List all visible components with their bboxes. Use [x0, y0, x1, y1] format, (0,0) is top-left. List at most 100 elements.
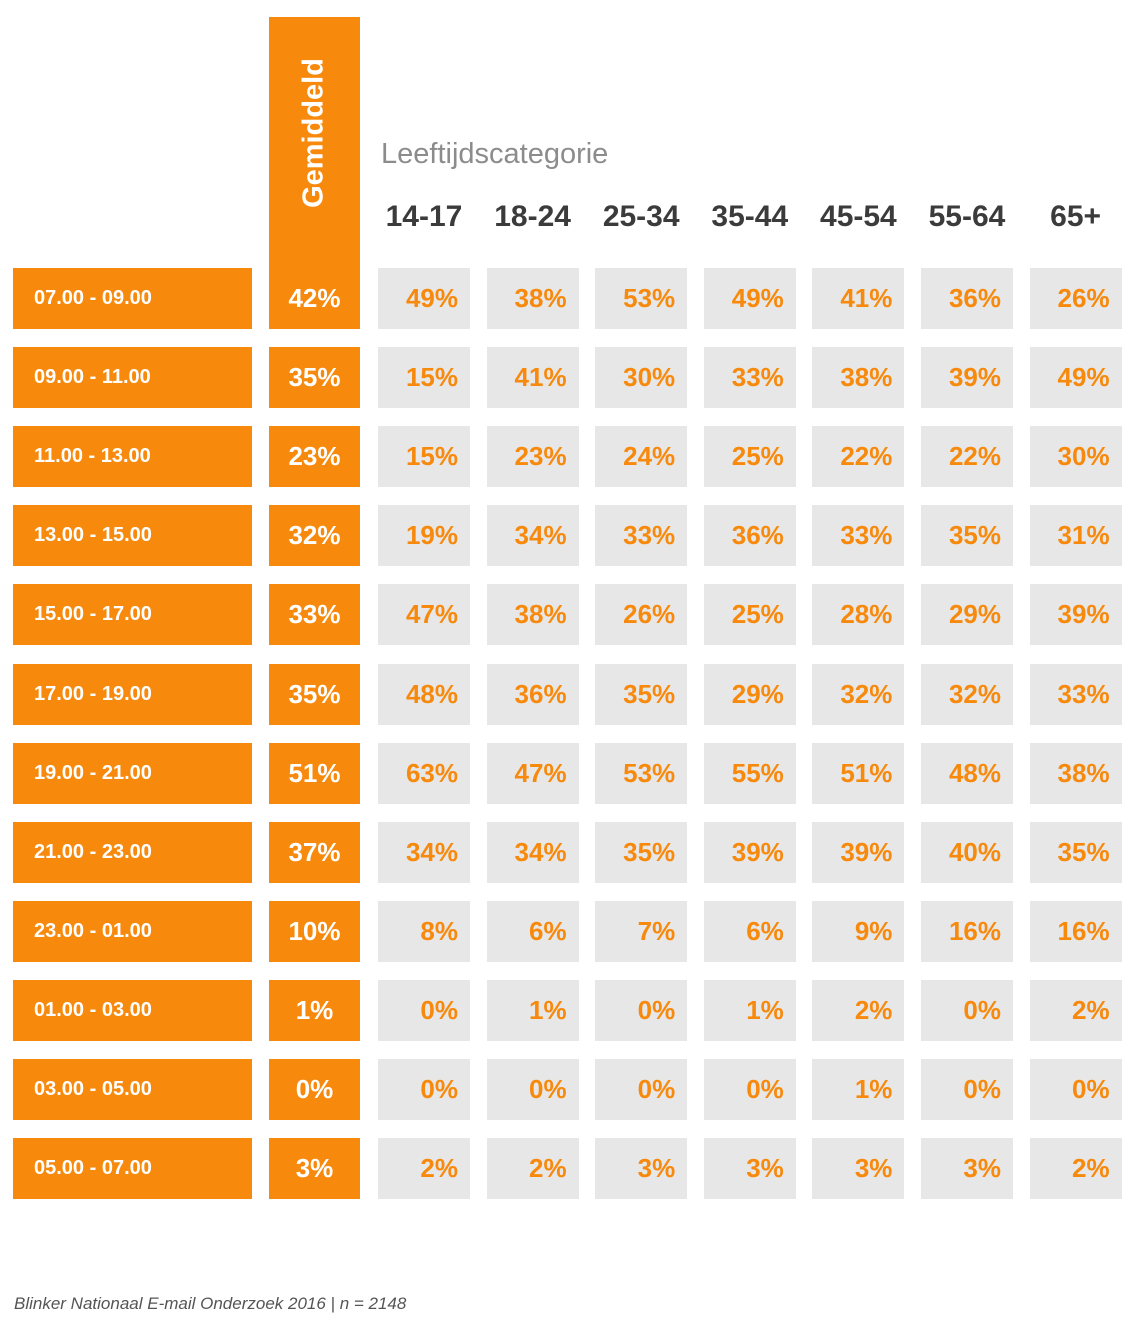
average-cell-9: 1%: [269, 979, 360, 1041]
row-label-8: 23.00 - 01.00: [13, 900, 252, 962]
data-cell-0-5: 36%: [921, 268, 1013, 329]
data-cell-4-1: 38%: [486, 584, 579, 646]
data-cell-2-1: 23%: [486, 426, 579, 488]
row-label-7: 21.00 - 23.00: [13, 821, 252, 883]
age-group-label: Leeftijdscategorie: [381, 138, 609, 170]
source-note: Blinker Nationaal E-mail Onderzoek 2016 …: [14, 1294, 407, 1313]
data-cell-10-5: 0%: [921, 1059, 1013, 1120]
data-cell-11-1: 2%: [486, 1138, 579, 1200]
row-label-9: 01.00 - 03.00: [13, 979, 252, 1041]
average-cell-6: 51%: [269, 742, 360, 804]
data-cell-11-6: 2%: [1029, 1138, 1122, 1200]
average-cell-7: 37%: [269, 821, 360, 883]
column-header-3: 35-44: [711, 200, 789, 233]
data-cell-5-2: 35%: [595, 663, 688, 725]
average-cell-3: 32%: [269, 505, 360, 567]
data-cell-9-4: 2%: [812, 979, 905, 1041]
data-cell-7-5: 40%: [921, 821, 1013, 883]
data-cell-0-1: 38%: [486, 268, 579, 329]
data-cell-3-4: 33%: [812, 505, 905, 567]
data-cell-11-3: 3%: [703, 1138, 796, 1200]
average-cell-2: 23%: [269, 426, 360, 488]
data-cell-0-4: 41%: [812, 268, 905, 329]
data-cell-9-0: 0%: [378, 979, 470, 1041]
data-cell-5-6: 33%: [1029, 663, 1122, 725]
row-label-11: 05.00 - 07.00: [13, 1138, 252, 1200]
row-label-6: 19.00 - 21.00: [13, 742, 252, 804]
data-cell-10-0: 0%: [378, 1059, 470, 1120]
data-cell-6-5: 48%: [921, 742, 1013, 804]
data-cell-9-1: 1%: [486, 979, 579, 1041]
row-label-2: 11.00 - 13.00: [13, 426, 252, 488]
data-cell-8-1: 6%: [486, 900, 579, 962]
data-cell-5-5: 32%: [921, 663, 1013, 725]
data-cell-7-4: 39%: [812, 821, 905, 883]
row-label-5: 17.00 - 19.00: [13, 663, 252, 725]
data-cell-0-3: 49%: [703, 268, 796, 329]
data-cell-8-5: 16%: [921, 900, 1013, 962]
data-cell-1-4: 38%: [812, 347, 905, 409]
data-cell-6-4: 51%: [812, 742, 905, 804]
row-label-3: 13.00 - 15.00: [13, 505, 252, 567]
data-cell-6-3: 55%: [703, 742, 796, 804]
data-cell-2-5: 22%: [921, 426, 1013, 488]
average-cell-11: 3%: [269, 1138, 360, 1200]
data-cell-1-5: 39%: [921, 347, 1013, 409]
row-label-10: 03.00 - 05.00: [13, 1059, 252, 1120]
row-label-1: 09.00 - 11.00: [13, 347, 252, 409]
data-cell-4-4: 28%: [812, 584, 905, 646]
data-cell-10-4: 1%: [812, 1059, 905, 1120]
data-cell-11-5: 3%: [921, 1138, 1013, 1200]
data-cell-9-6: 2%: [1029, 979, 1122, 1041]
data-cell-4-6: 39%: [1029, 584, 1122, 646]
data-cell-2-6: 30%: [1029, 426, 1122, 488]
data-cell-5-3: 29%: [703, 663, 796, 725]
column-header-6: 65+: [1050, 200, 1102, 233]
average-cell-10: 0%: [269, 1059, 360, 1120]
data-cell-5-4: 32%: [812, 663, 905, 725]
data-cell-3-0: 19%: [378, 505, 470, 567]
data-cell-10-3: 0%: [703, 1059, 796, 1120]
data-cell-5-1: 36%: [486, 663, 579, 725]
data-cell-2-3: 25%: [703, 426, 796, 488]
row-label-4: 15.00 - 17.00: [13, 584, 252, 646]
column-header-0: 14-17: [385, 200, 463, 233]
data-cell-7-0: 34%: [378, 821, 470, 883]
data-cell-8-2: 7%: [595, 900, 688, 962]
data-cell-11-0: 2%: [378, 1138, 470, 1200]
data-cell-6-2: 53%: [595, 742, 688, 804]
data-cell-11-2: 3%: [595, 1138, 688, 1200]
average-cell-5: 35%: [269, 663, 360, 725]
column-header-1: 18-24: [494, 200, 571, 233]
data-cell-4-0: 47%: [378, 584, 470, 646]
average-column-header: [269, 17, 360, 268]
data-cell-3-5: 35%: [921, 505, 1013, 567]
data-cell-8-4: 9%: [812, 900, 905, 962]
data-cell-1-0: 15%: [378, 347, 470, 409]
data-cell-9-5: 0%: [921, 979, 1013, 1041]
data-cell-0-0: 49%: [378, 268, 470, 329]
data-cell-7-6: 35%: [1029, 821, 1122, 883]
average-cell-4: 33%: [269, 584, 360, 646]
data-cell-11-4: 3%: [812, 1138, 905, 1200]
data-cell-5-0: 48%: [378, 663, 470, 725]
data-cell-1-6: 49%: [1029, 347, 1122, 409]
average-column-label: Gemiddeld: [297, 58, 330, 208]
average-cell-1: 35%: [269, 347, 360, 409]
data-cell-1-3: 33%: [703, 347, 796, 409]
data-cell-10-2: 0%: [595, 1059, 688, 1120]
data-cell-1-1: 41%: [486, 347, 579, 409]
data-cell-4-3: 25%: [703, 584, 796, 646]
average-cell-0: 42%: [269, 268, 360, 329]
data-cell-6-6: 38%: [1029, 742, 1122, 804]
data-cell-8-3: 6%: [703, 900, 796, 962]
data-cell-2-2: 24%: [595, 426, 688, 488]
data-cell-2-4: 22%: [812, 426, 905, 488]
data-cell-2-0: 15%: [378, 426, 470, 488]
data-cell-7-3: 39%: [703, 821, 796, 883]
data-cell-7-1: 34%: [486, 821, 579, 883]
column-header-5: 55-64: [928, 200, 1006, 233]
data-cell-4-2: 26%: [595, 584, 688, 646]
data-cell-3-6: 31%: [1029, 505, 1122, 567]
data-cell-8-6: 16%: [1029, 900, 1122, 962]
